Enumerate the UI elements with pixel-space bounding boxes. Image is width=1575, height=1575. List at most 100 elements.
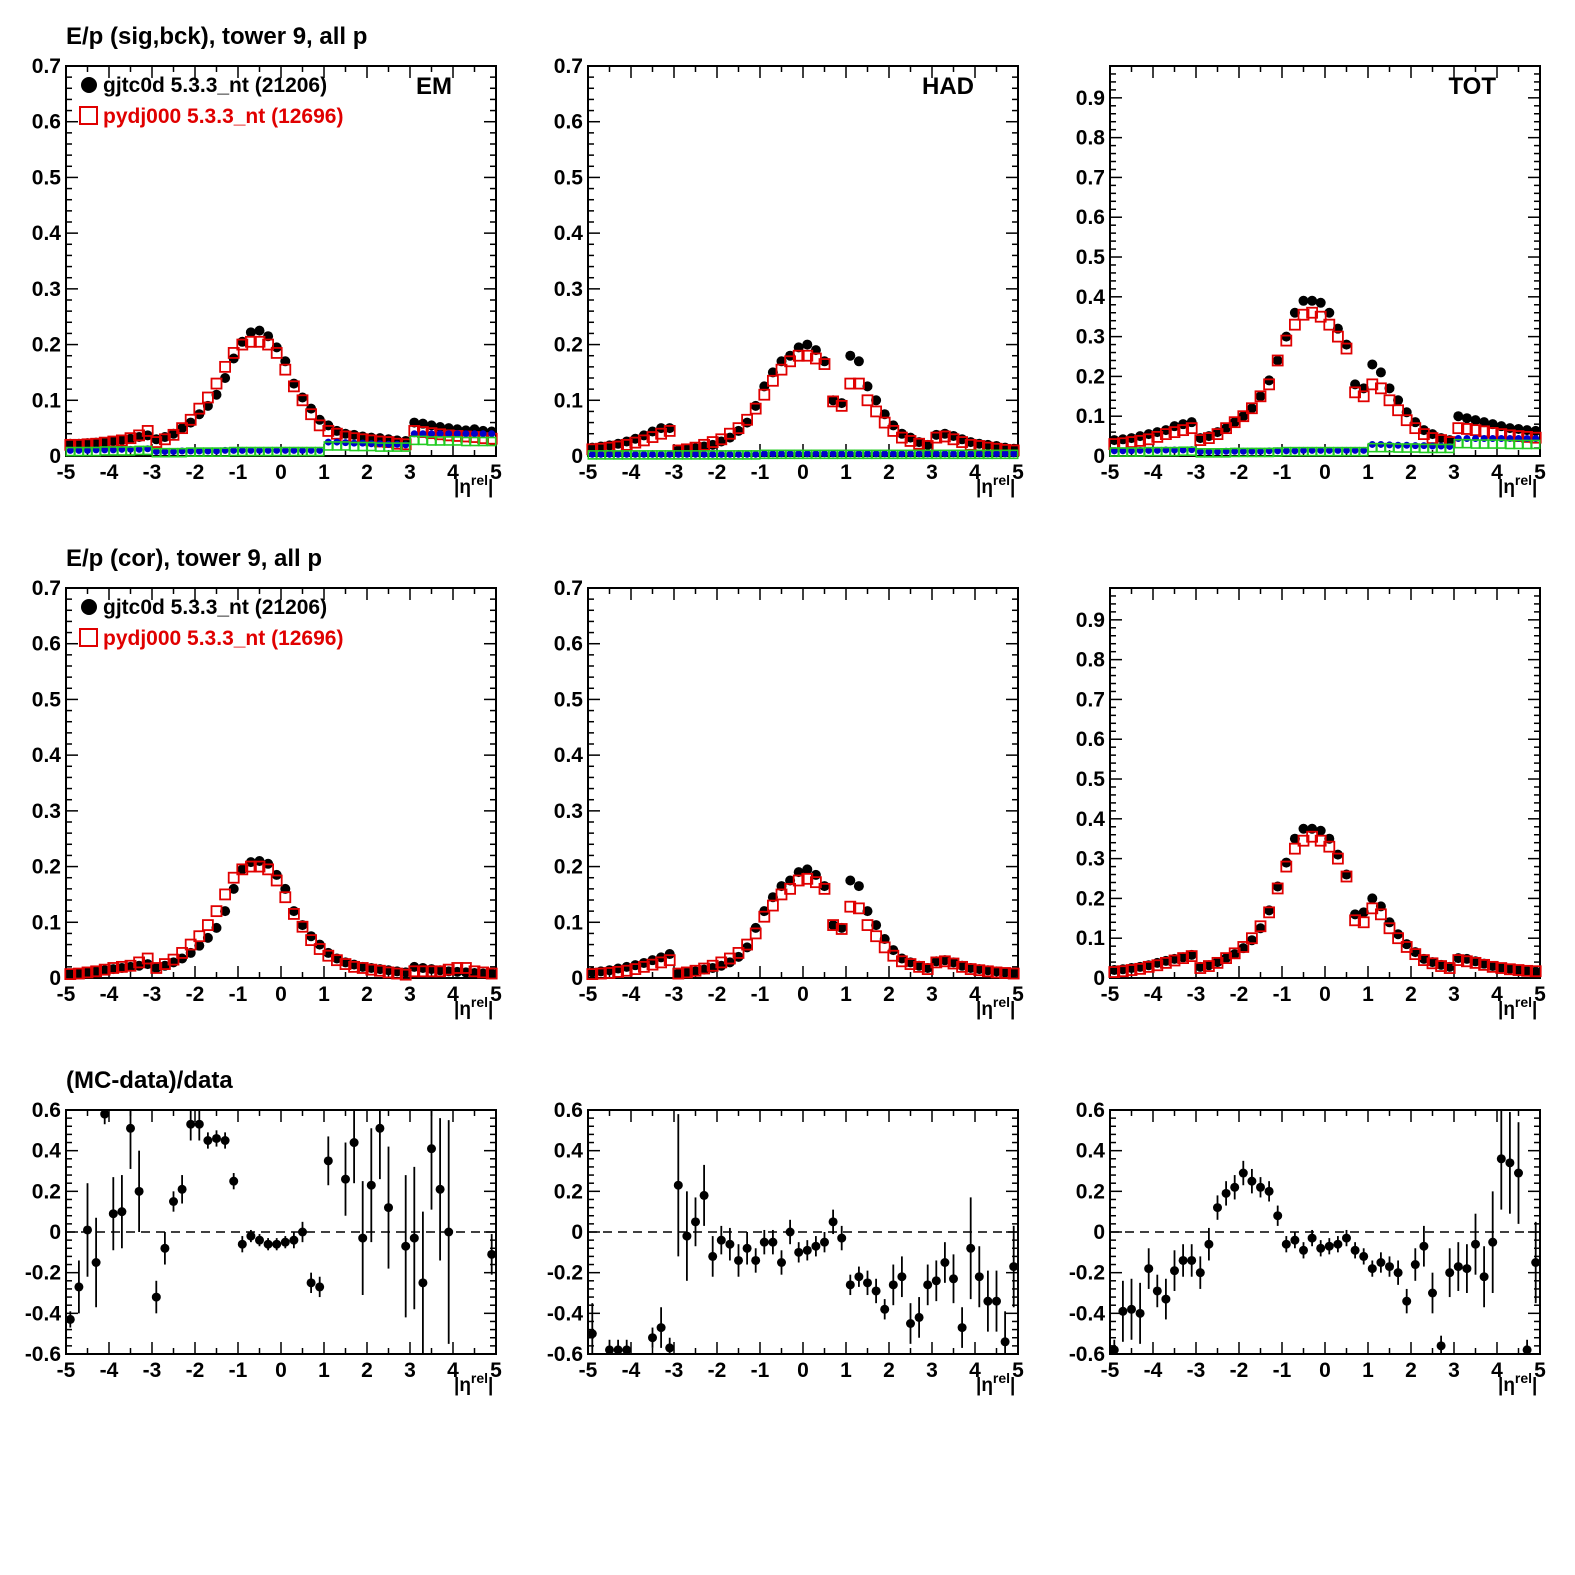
data-point: [1530, 966, 1541, 977]
y-tick-label: 0: [1093, 1221, 1105, 1244]
ratio-point: [648, 1333, 657, 1343]
bck-data-point: [1480, 434, 1488, 442]
bck-data-point: [1179, 446, 1187, 454]
ratio-point: [1178, 1255, 1188, 1265]
y-tick-label: 0.3: [1076, 326, 1105, 349]
ratio-point: [716, 1235, 726, 1245]
series-mc: [1108, 306, 1542, 450]
ratio-point: [255, 1235, 264, 1245]
data-point: [638, 957, 649, 968]
mc-point: [1461, 955, 1473, 968]
ratio-point: [673, 1180, 683, 1190]
data-point: [1367, 893, 1378, 904]
y-tick-label: 0: [1093, 445, 1105, 468]
data-point: [125, 961, 136, 972]
data-point: [1513, 965, 1524, 976]
bck-data-point: [692, 450, 699, 458]
data-point: [116, 434, 127, 445]
mc-point: [1512, 964, 1525, 976]
y-tick-label: -0.6: [547, 1343, 583, 1366]
ratio-point: [91, 1258, 101, 1267]
mc-point: [973, 964, 986, 977]
data-point: [948, 957, 959, 968]
ratio-point: [974, 1272, 984, 1282]
mc-point: [348, 960, 361, 973]
ratio-point: [272, 1239, 282, 1249]
series-mc: [1108, 830, 1542, 978]
mc-point: [382, 966, 395, 979]
x-tick-label: -2: [708, 461, 727, 484]
bck-data-point: [700, 450, 708, 458]
mc-point: [1323, 840, 1336, 853]
data-point: [802, 864, 813, 875]
x-tick-label: -3: [143, 1359, 162, 1382]
mc-point: [1297, 834, 1310, 847]
data-point: [1289, 833, 1300, 844]
data-point: [254, 325, 265, 336]
chart-row2-col3: -5 -4 -3 -2 -1 0 1 2 3 4 5 0 0.1 0.2 0.3 0.4 0.5 0.6 0.7 0.…: [1076, 587, 1546, 1020]
bck-data-point: [281, 446, 289, 454]
mc-point: [1263, 906, 1275, 919]
mc-point: [133, 956, 146, 969]
bck-data-point: [967, 450, 975, 458]
corner-label: HAD: [922, 73, 974, 100]
mc-point: [870, 930, 882, 943]
data-point: [1341, 339, 1352, 350]
data-point: [211, 922, 222, 933]
bck-data-point: [846, 450, 854, 458]
ratio-point: [742, 1243, 752, 1253]
x-axis-label: |ηrel|: [454, 994, 493, 1020]
y-tick-label: -0.4: [547, 1302, 584, 1325]
ratio-point: [349, 1138, 359, 1148]
mc-point: [416, 965, 429, 978]
bck-mc-point: [314, 446, 325, 457]
data-point: [1169, 421, 1180, 432]
bck-data-point: [915, 450, 923, 458]
mc-point: [732, 422, 745, 435]
data-point: [1117, 434, 1128, 445]
bck-data-point: [838, 450, 846, 458]
x-tick-label: 4: [969, 983, 981, 1006]
bck-data-point: [778, 450, 785, 458]
bck-data-point: [471, 430, 478, 438]
y-tick-label: 0.4: [554, 744, 584, 767]
ratio-point: [897, 1272, 907, 1282]
y-tick-label: 0: [571, 967, 583, 990]
data-point: [1444, 961, 1455, 972]
x-tick-label: -5: [57, 461, 76, 484]
x-tick-label: -2: [1230, 1359, 1249, 1382]
data-point: [168, 428, 179, 439]
panels: -5 -4 -3 -2 -1 0 1 2 3 4 5 0 0.1 0.2 0.3 0.4 0.5 0.6 0.7 |η…: [25, 55, 1546, 1396]
data-point: [982, 965, 993, 976]
mc-point: [620, 964, 633, 977]
x-tick-label: 4: [1491, 461, 1503, 484]
ratio-point: [1290, 1235, 1300, 1245]
y-tick-label: 0.3: [554, 800, 583, 823]
mc-point: [236, 863, 249, 876]
mc-point: [1340, 342, 1353, 355]
data-point: [452, 966, 463, 977]
data-point: [630, 960, 641, 971]
x-tick-label: 4: [447, 983, 459, 1006]
bck-data-point: [462, 430, 470, 438]
data-point: [99, 965, 110, 976]
data-point: [1212, 957, 1223, 968]
y-tick-label: 0.9: [1076, 87, 1105, 110]
x-tick-label: -2: [186, 1359, 205, 1382]
x-tick-label: 3: [926, 1359, 938, 1382]
x-tick-label: -5: [579, 983, 598, 1006]
y-tick-label: -0.2: [547, 1262, 583, 1285]
ratio-point: [177, 1184, 187, 1194]
mc-point: [939, 955, 951, 968]
mc-point: [124, 959, 137, 972]
mc-point: [1306, 830, 1318, 843]
mc-point: [655, 956, 667, 969]
mc-point: [629, 963, 642, 975]
bck-data-point: [726, 450, 734, 458]
y-tick-label: 0.2: [32, 334, 61, 357]
ratio-point: [220, 1136, 230, 1145]
mc-point: [844, 377, 857, 390]
x-tick-label: 3: [1448, 1359, 1460, 1382]
chart-row1-col3: -5 -4 -3 -2 -1 0 1 2 3 4 5 0 0.1 0.2 0.3 0.4 0.5 0.6 0.7 0.…: [1076, 65, 1546, 498]
ratio-point: [1152, 1286, 1162, 1296]
